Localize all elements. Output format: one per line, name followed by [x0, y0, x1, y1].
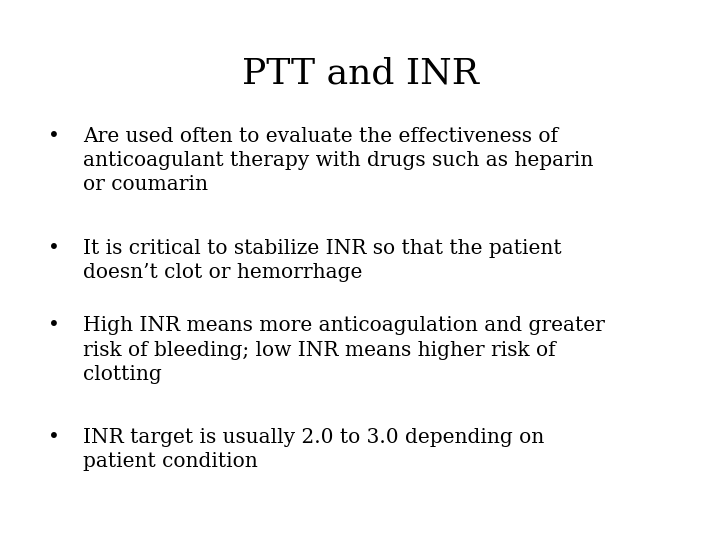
- Text: •: •: [48, 316, 60, 335]
- Text: •: •: [48, 127, 60, 146]
- Text: High INR means more anticoagulation and greater
risk of bleeding; low INR means : High INR means more anticoagulation and …: [83, 316, 605, 384]
- Text: It is critical to stabilize INR so that the patient
doesn’t clot or hemorrhage: It is critical to stabilize INR so that …: [83, 239, 562, 282]
- Text: Are used often to evaluate the effectiveness of
anticoagulant therapy with drugs: Are used often to evaluate the effective…: [83, 127, 593, 194]
- Text: INR target is usually 2.0 to 3.0 depending on
patient condition: INR target is usually 2.0 to 3.0 dependi…: [83, 428, 544, 471]
- Text: •: •: [48, 239, 60, 258]
- Text: PTT and INR: PTT and INR: [241, 57, 479, 91]
- Text: •: •: [48, 428, 60, 447]
